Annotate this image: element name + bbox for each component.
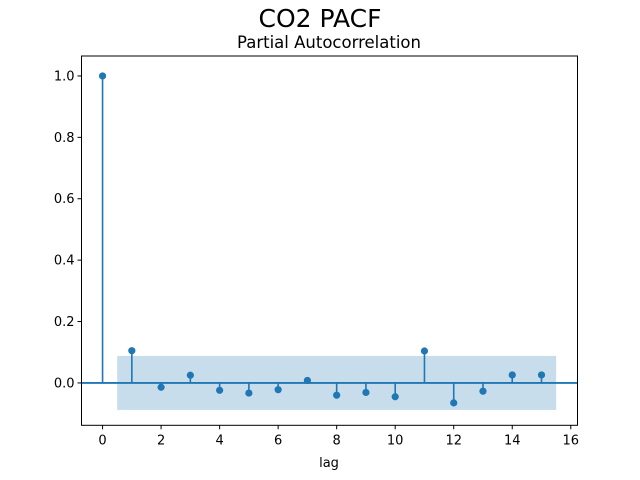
y-tick-label: 0.4 (54, 254, 75, 269)
data-point (303, 376, 312, 385)
data-point (362, 388, 370, 397)
data-point (274, 386, 282, 394)
figure-title: CO2 PACF (258, 4, 382, 33)
y-tick-label: 0.8 (54, 131, 75, 146)
data-point (128, 347, 136, 355)
x-tick-label: 16 (562, 433, 579, 448)
data-point (537, 371, 546, 379)
x-tick-label: 4 (215, 433, 223, 448)
data-point (508, 371, 516, 379)
data-point (245, 389, 253, 397)
y-tick-label: 1.0 (54, 69, 75, 84)
data-point (157, 383, 165, 391)
data-point (450, 399, 458, 407)
data-point (333, 391, 341, 399)
x-tick-label: 6 (274, 433, 282, 448)
data-point (479, 387, 487, 395)
data-point (420, 347, 429, 355)
data-point (391, 393, 399, 401)
y-tick-label: 0.0 (54, 376, 75, 391)
x-tick-label: 0 (98, 433, 106, 448)
x-axis-label: lag (319, 456, 339, 471)
x-tick-label: 12 (445, 433, 462, 448)
axes-title: Partial Autocorrelation (237, 33, 421, 52)
y-tick-label: 0.2 (54, 315, 75, 330)
x-tick-label: 14 (504, 433, 521, 448)
data-point (186, 371, 194, 379)
data-point (216, 386, 224, 394)
axes-frame (81, 55, 578, 426)
x-tick-label: 8 (333, 433, 341, 448)
x-tick-label: 2 (157, 433, 165, 448)
data-point (98, 72, 107, 80)
y-tick-label: 0.6 (54, 192, 75, 207)
x-tick-label: 10 (387, 433, 404, 448)
